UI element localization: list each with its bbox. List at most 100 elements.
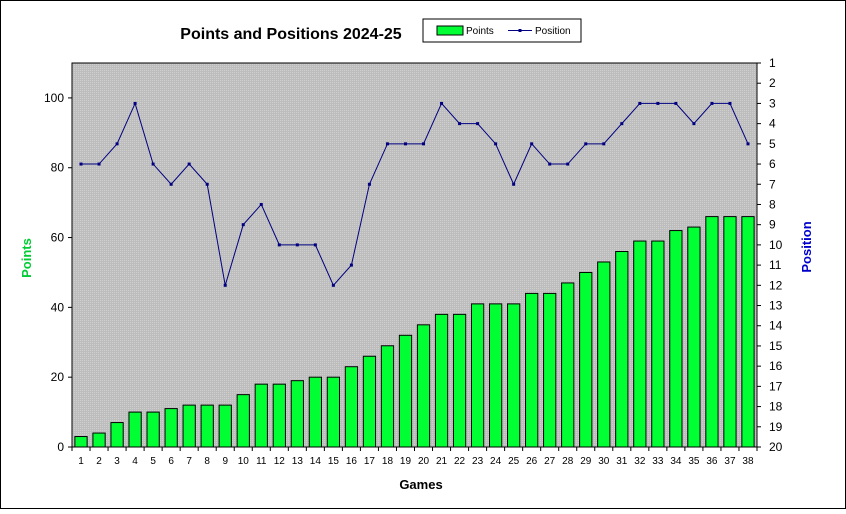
x-tick-label: 27 [544,456,556,467]
y2-tick-label: 3 [769,96,776,110]
x-tick-label: 32 [634,456,646,467]
position-point [259,202,263,206]
points-bar [398,334,413,448]
points-bar [110,422,124,448]
x-tick-label: 12 [274,456,286,467]
y2-tick-label: 14 [769,319,783,333]
points-bar [579,271,593,448]
position-point [403,142,407,146]
points-bar [326,376,341,448]
y2-tick-label: 6 [769,157,776,171]
points-bar [254,383,268,448]
position-point [458,122,462,126]
x-tick-label: 19 [400,456,412,467]
points-bar [597,261,611,448]
y2-tick-label: 20 [769,440,783,454]
points-bars [74,216,755,448]
x-tick-label: 1 [78,456,84,467]
y2-tick-label: 7 [769,177,776,191]
y-axis-label: Points [19,238,34,278]
position-point [223,283,227,287]
position-point [440,101,444,105]
position-point [277,243,281,247]
points-bar [128,411,142,448]
points-bar [687,226,701,448]
x-tick-label: 34 [670,456,682,467]
x-axis-label: Games [399,477,442,492]
y2-tick-label: 15 [769,339,783,353]
points-bar [236,394,250,448]
position-point [422,142,426,146]
x-tick-label: 17 [364,456,376,467]
x-tick-label: 20 [418,456,430,467]
position-point [349,263,353,267]
points-bar [434,313,449,448]
y2-tick-label: 16 [769,359,783,373]
y2-tick-label: 8 [769,197,776,211]
position-point [728,101,732,105]
legend: Points Position [422,18,582,43]
x-tick-label: 29 [580,456,592,467]
y2-tick-label: 4 [769,117,776,131]
x-tick-label: 23 [472,456,484,467]
points-bar [452,313,467,448]
position-point [187,162,191,166]
position-point [169,182,173,186]
x-tick-label: 38 [742,456,754,467]
points-bar [416,324,431,448]
position-point [548,162,552,166]
y2-tick-label: 10 [769,238,783,252]
y2-tick-label: 19 [769,420,783,434]
x-tick-label: 30 [598,456,610,467]
legend-position-marker [518,29,522,32]
y2-tick-label: 2 [769,76,776,90]
y2-tick-label: 1 [769,56,776,70]
points-bar [200,404,214,448]
position-point [530,142,534,146]
x-tick-label: 7 [186,456,192,467]
points-bar [705,216,719,448]
y-axis-points: 0 20 40 60 80 100 [44,91,72,454]
x-tick-label: 36 [706,456,718,467]
position-point [385,142,389,146]
x-tick-label: 10 [238,456,250,467]
position-point [331,283,335,287]
x-tick-label: 16 [346,456,358,467]
y2-tick-label: 17 [769,379,783,393]
legend-position-label: Position [535,26,571,37]
points-bar [669,230,683,448]
points-bar [741,216,755,448]
y2-tick-label: 13 [769,299,783,313]
x-tick-label: 33 [652,456,664,467]
x-tick-label: 14 [310,456,322,467]
chart-title: Points and Positions 2024-25 [180,26,402,43]
x-tick-label: 24 [490,456,502,467]
x-tick-label: 21 [436,456,448,467]
y-tick-label: 80 [51,161,65,175]
points-bar [488,303,503,448]
y2-tick-label: 11 [769,258,782,272]
position-point [367,182,371,186]
y2-axis-label: Position [799,221,814,272]
x-tick-label: 26 [526,456,538,467]
x-tick-label: 18 [382,456,394,467]
position-point [151,162,155,166]
position-point [746,142,750,146]
x-tick-label: 8 [204,456,210,467]
position-point [313,243,317,247]
points-bar [344,366,359,448]
points-bar [272,383,286,448]
legend-points-swatch [436,25,464,36]
position-point [620,122,624,126]
points-bar [723,216,737,448]
position-line [79,101,750,287]
y2-tick-label: 18 [769,400,783,414]
x-tick-label: 13 [292,456,304,467]
x-tick-label: 28 [562,456,574,467]
y-tick-label: 40 [51,300,65,314]
position-point [205,182,209,186]
points-bar [615,251,629,448]
x-tick-label: 6 [168,456,174,467]
position-point [115,142,119,146]
